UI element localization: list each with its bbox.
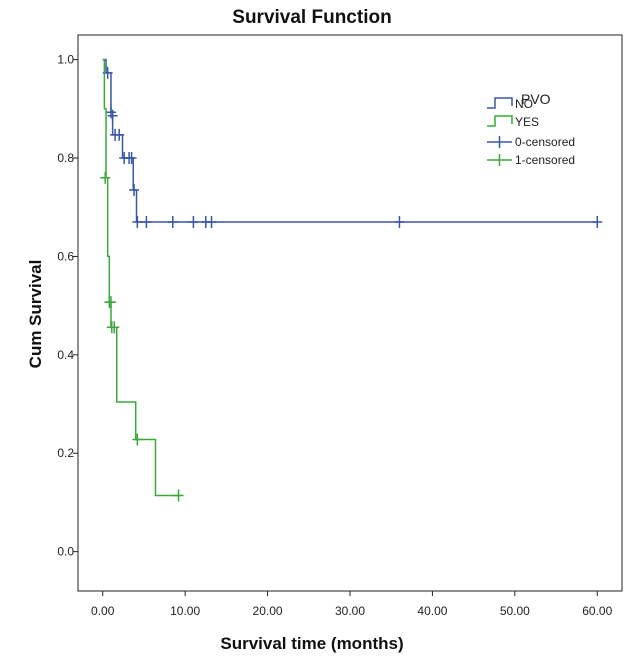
- censored-mark-no: [167, 215, 178, 228]
- survival-curve-yes: [102, 58, 180, 497]
- legend-label-no: NO: [515, 97, 533, 111]
- censored-mark-no: [394, 215, 405, 228]
- censored-mark-no: [206, 215, 217, 228]
- censored-mark-no: [188, 215, 199, 228]
- y-tick-label: 0.8: [57, 151, 74, 165]
- y-tick-label: 1.0: [57, 53, 74, 67]
- legend-label-yes-censored: 1-censored: [515, 153, 575, 167]
- x-tick-label: 0.00: [91, 604, 115, 618]
- censored-mark-no: [592, 215, 603, 228]
- series-layer: [100, 58, 603, 502]
- x-tick-label: 30.00: [335, 604, 365, 618]
- x-tick-label: 60.00: [582, 604, 612, 618]
- y-tick-label: 0.2: [57, 446, 74, 460]
- legend-swatch-no-censored: [487, 136, 512, 148]
- legend-swatch-yes: [487, 115, 513, 127]
- legend-swatch-no: [487, 97, 513, 109]
- legend-label-yes: YES: [515, 115, 539, 129]
- y-tick-label: 0.0: [57, 545, 74, 559]
- axes: 0.00 10.00 20.00 30.00 40.00 50.00 60.00 0.0 0.2…: [57, 53, 612, 618]
- x-tick-label: 20.00: [253, 604, 283, 618]
- censored-mark-yes: [100, 171, 111, 184]
- censored-mark-no: [107, 109, 118, 122]
- legend: PVO NO YES 0-censored 1-censored: [487, 91, 575, 167]
- censored-mark-no: [114, 128, 125, 141]
- x-tick-label: 50.00: [500, 604, 530, 618]
- censored-mark-no: [105, 106, 116, 119]
- censored-mark-yes: [105, 296, 116, 309]
- censored-mark-yes: [109, 321, 120, 334]
- censored-mark-no: [126, 152, 137, 165]
- x-axis-label: Survival time (months): [220, 634, 404, 653]
- legend-swatch-yes-censored: [487, 154, 512, 166]
- chart-title: Survival Function: [232, 7, 392, 28]
- y-tick-label: 0.6: [57, 249, 74, 263]
- x-tick-label: 40.00: [417, 604, 447, 618]
- censored-mark-yes: [173, 489, 184, 502]
- plot-frame: [77, 34, 623, 592]
- censored-mark-no: [141, 215, 152, 228]
- censored-mark-no: [132, 215, 143, 228]
- legend-label-no-censored: 0-censored: [515, 135, 575, 149]
- censored-mark-no: [129, 183, 140, 196]
- x-tick-label: 10.00: [170, 604, 200, 618]
- legend-title: PVO: [521, 91, 551, 107]
- y-tick-label: 0.4: [57, 348, 74, 362]
- censored-mark-yes: [132, 433, 143, 446]
